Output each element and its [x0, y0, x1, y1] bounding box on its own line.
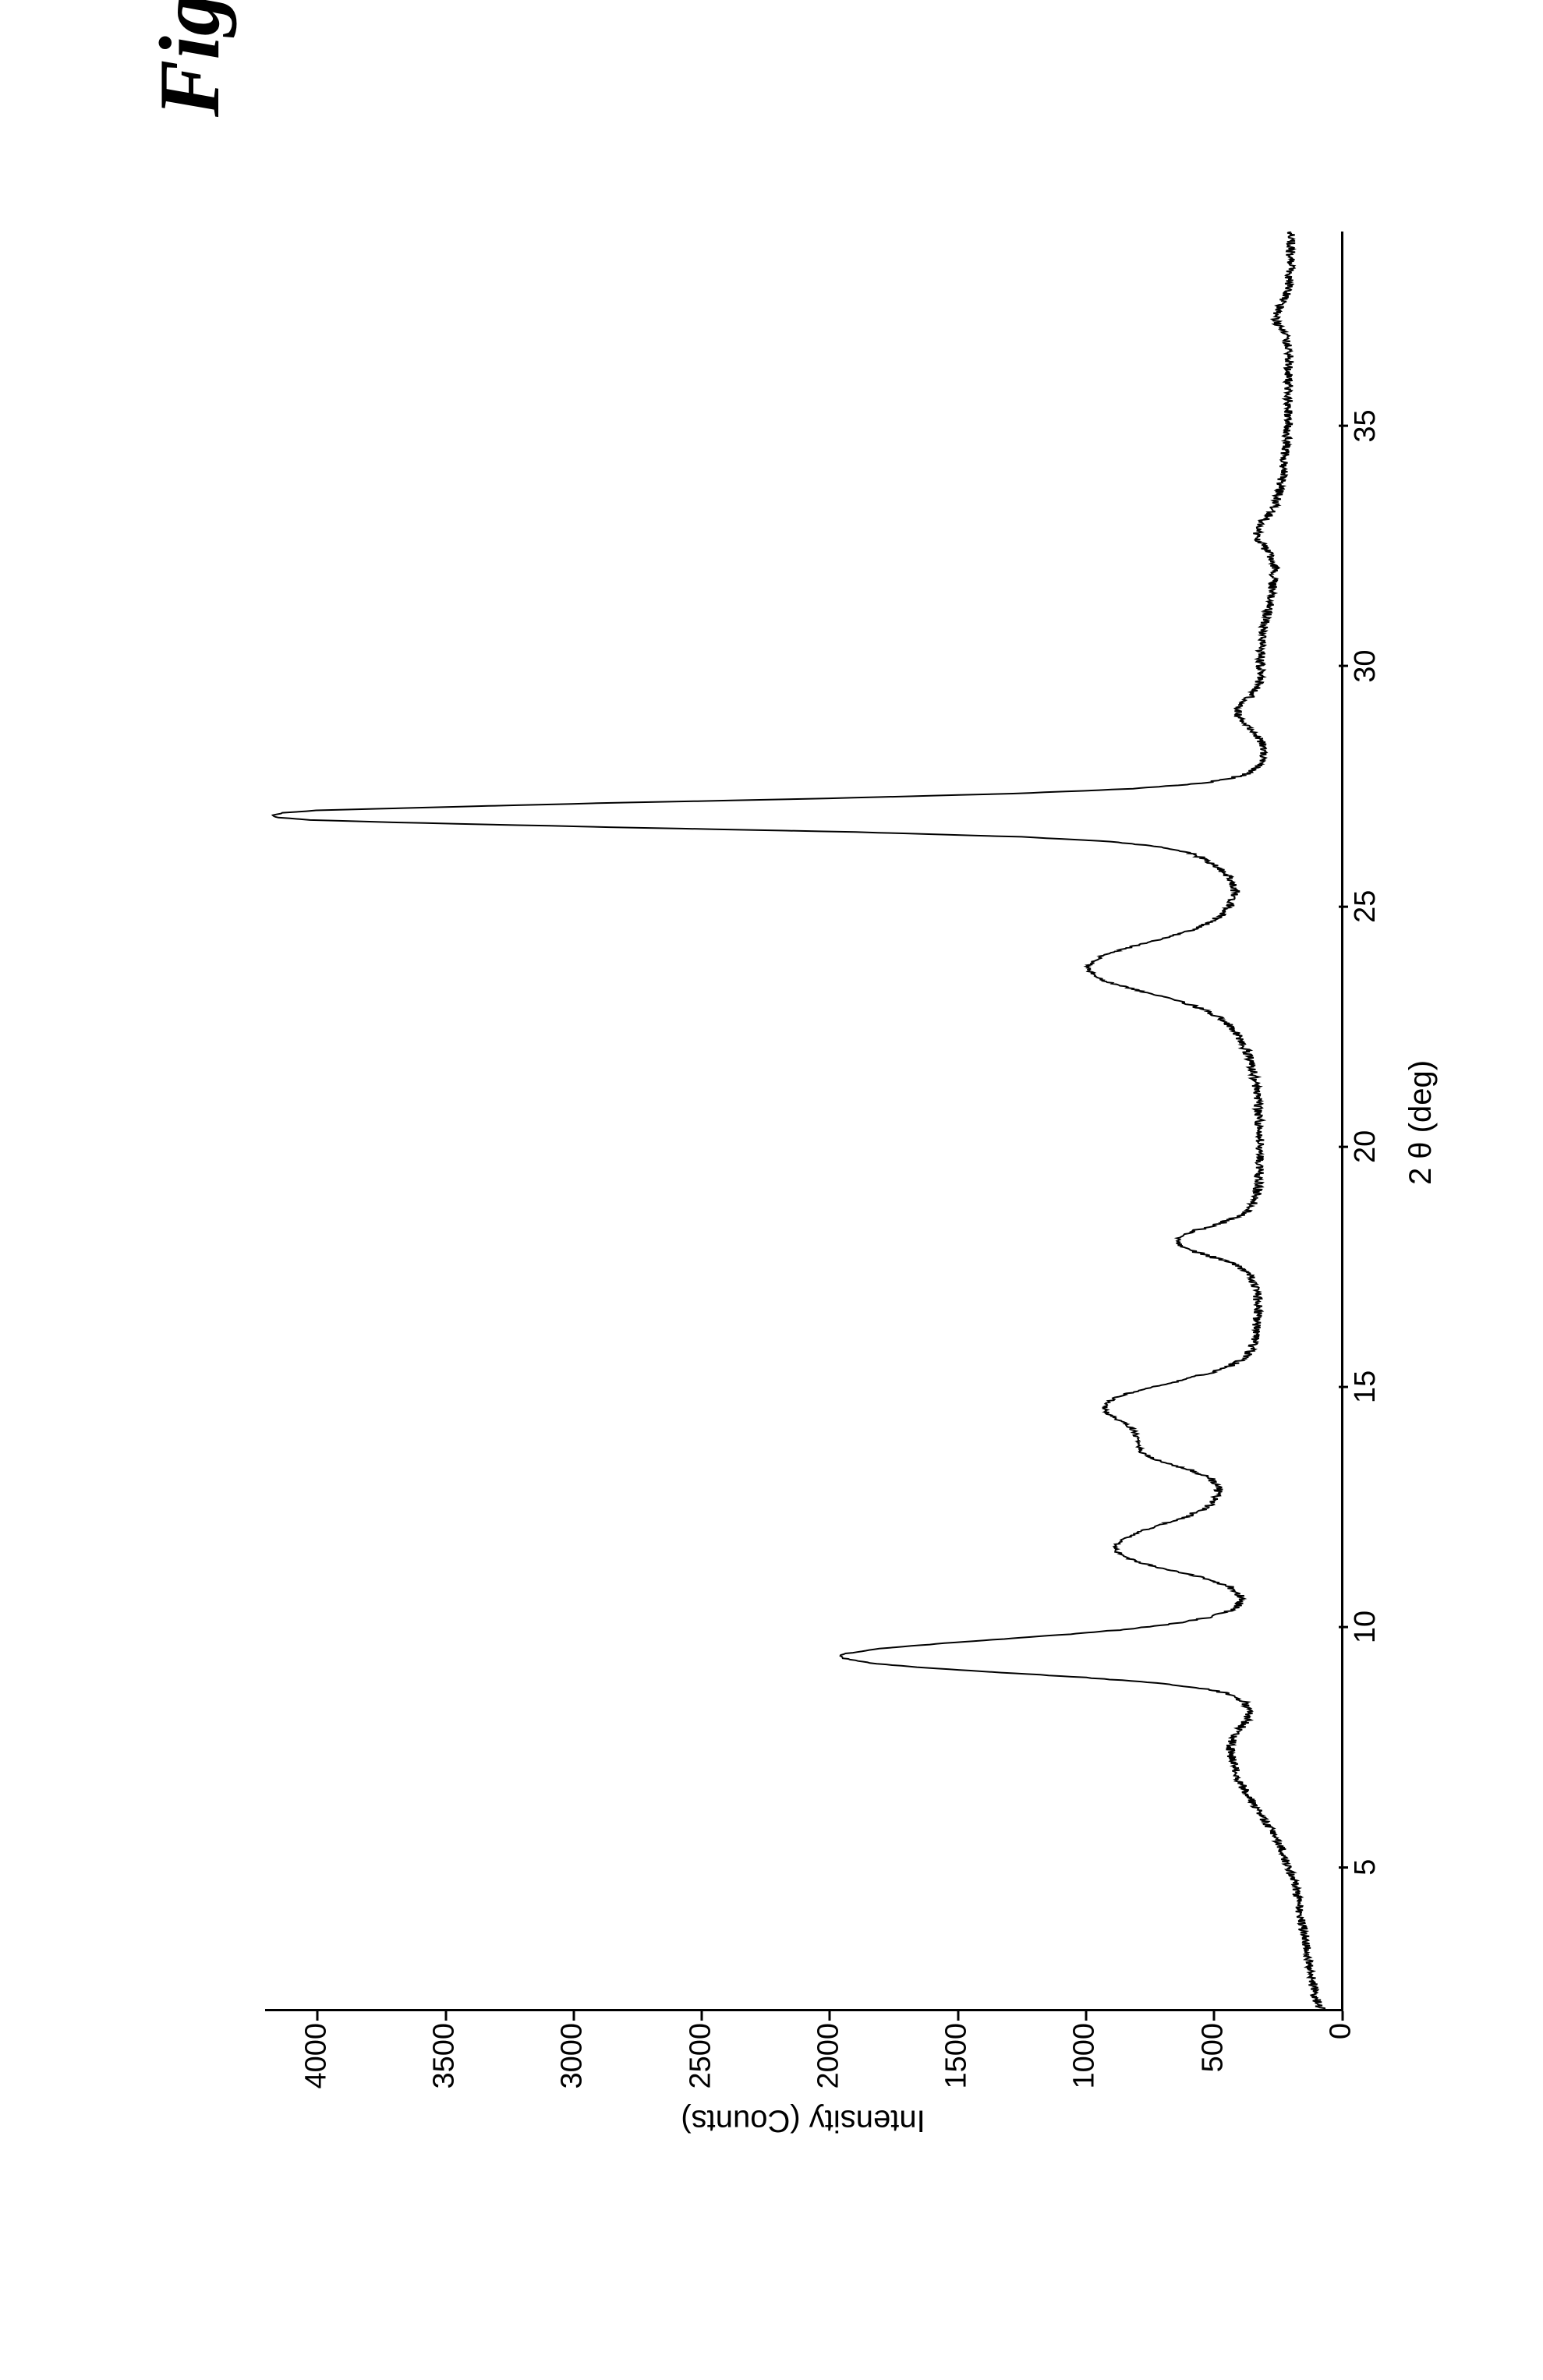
y-tick-label: 4000 [299, 2023, 333, 2167]
spectrum-path [273, 232, 1325, 2009]
page: Fig. 2 0 500 1000 1500 2000 2500 3000 3500 4000 … [0, 0, 1543, 2380]
y-tick-label: 3000 [556, 2023, 589, 2167]
x-tick-label: 20 [1349, 1130, 1382, 1163]
x-axis-label: 2 θ (deg) [1403, 1060, 1439, 1185]
x-tick-label: 10 [1349, 1611, 1382, 1643]
plot-area [265, 232, 1343, 2011]
x-tick-label: 35 [1349, 409, 1382, 442]
figure-title: Fig. 2 [140, 0, 239, 117]
y-axis-label: Intensity (Counts) [681, 2103, 925, 2138]
x-tick-label: 25 [1349, 890, 1382, 923]
xrd-chart: 0 500 1000 1500 2000 2500 3000 3500 4000 5 10 15 20… [234, 179, 1481, 2167]
y-tick-label: 2000 [812, 2023, 845, 2167]
chart-container: 0 500 1000 1500 2000 2500 3000 3500 4000 5 10 15 20… [234, 179, 1481, 2167]
y-tick-label: 3500 [428, 2023, 462, 2167]
x-tick-label: 15 [1349, 1370, 1382, 1403]
y-tick-label: 500 [1196, 2023, 1230, 2167]
x-tick-label: 5 [1349, 1859, 1382, 1876]
y-tick-label: 1500 [940, 2023, 974, 2167]
spectrum-line [265, 232, 1341, 2009]
x-tick-label: 30 [1349, 649, 1382, 682]
y-tick-label: 1000 [1068, 2023, 1102, 2167]
y-tick-label: 2500 [684, 2023, 717, 2167]
y-tick-label: 0 [1325, 2023, 1358, 2167]
